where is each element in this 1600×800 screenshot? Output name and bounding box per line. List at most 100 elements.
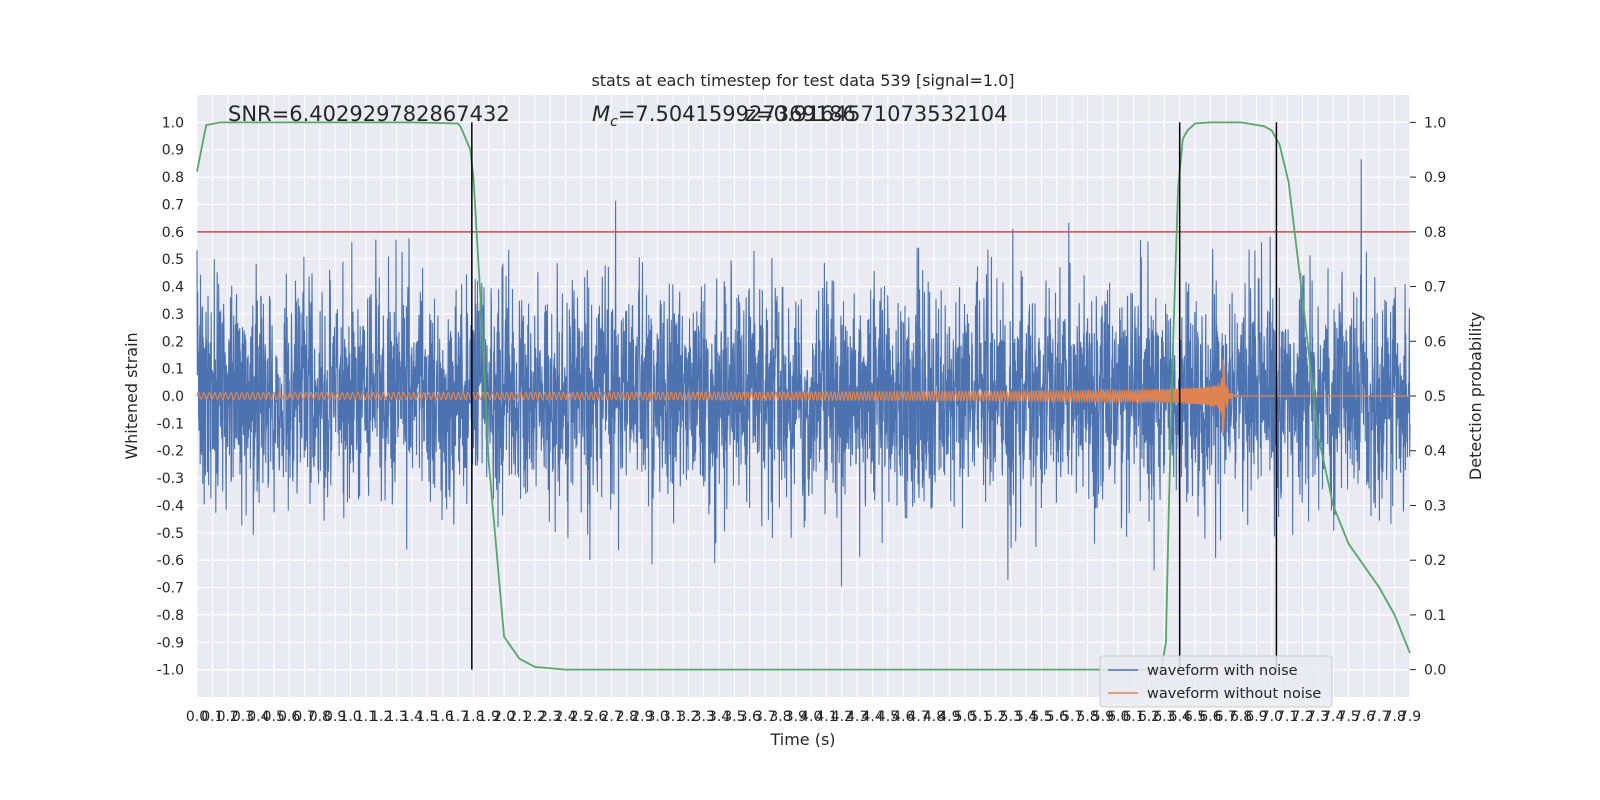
y-tick-label: -0.1 [157,416,184,432]
x-tick-label: 5.1 [969,709,991,725]
x-tick-label: 6.9 [1245,709,1267,725]
x-tick-label: 4.9 [938,709,960,725]
x-tick-label: 7.6 [1353,709,1375,725]
x-tick-label: 3.8 [769,709,791,725]
x-tick-label: 6.8 [1230,709,1252,725]
x-tick-label: 4.2 [831,709,853,725]
x-tick-label: 2.5 [570,709,592,725]
x-tick-label: 2.8 [616,709,638,725]
x-tick-label: 5.8 [1076,709,1098,725]
y2-tick-label: 0.7 [1424,280,1446,296]
x-tick-label: 5.6 [1046,709,1068,725]
x-tick-label: 6.4 [1169,709,1191,725]
y-tick-label: 0.1 [162,362,184,378]
x-tick-label: 0.3 [232,709,254,725]
chirp-mass-annotation: Mc=7.504159927369186 [592,102,856,130]
y-tick-label: 0.6 [162,225,184,241]
y-tick-label: -0.3 [157,471,184,487]
y2-tick-label: 0.5 [1424,389,1446,405]
x-tick-label: 0.9 [324,709,346,725]
x-tick-label: 4.4 [861,709,883,725]
y-axis-label: Whitened strain [122,332,141,459]
x-tick-label: 3.0 [647,709,669,725]
x-tick-label: 3.9 [785,709,807,725]
y-tick-label: 0.4 [162,280,184,296]
x-tick-label: 3.5 [723,709,745,725]
x-tick-label: 4.5 [877,709,899,725]
y2-tick-label: 0.2 [1424,553,1446,569]
x-tick-label: 7.3 [1307,709,1329,725]
x-tick-label: 6.3 [1153,709,1175,725]
tick-labels: 0.00.10.20.30.40.50.60.70.80.91.01.11.21… [157,115,1447,725]
x-tick-label: 2.4 [554,709,576,725]
x-tick-label: 7.4 [1322,709,1344,725]
x-tick-label: 1.4 [401,709,423,725]
x-tick-label: 1.3 [385,709,407,725]
x-tick-label: 1.0 [339,709,361,725]
y2-tick-label: 0.3 [1424,498,1446,514]
x-tick-label: 7.9 [1399,709,1421,725]
x-tick-label: 0.2 [217,709,239,725]
x-tick-label: 2.3 [539,709,561,725]
x-tick-label: 2.7 [600,709,622,725]
legend: waveform with noise waveform without noi… [1099,655,1333,708]
x-tick-label: 4.0 [800,709,822,725]
y2-tick-label: 0.9 [1424,170,1446,186]
y-tick-label: -0.8 [157,608,184,624]
chirp-mass-value: =7.504159927369186 [618,102,856,126]
y-tick-label: -0.4 [157,498,184,514]
y-tick-label: -0.6 [157,553,184,569]
x-tick-label: 5.9 [1092,709,1114,725]
y2-tick-label: 0.4 [1424,444,1446,460]
x-tick-label: 3.6 [739,709,761,725]
y-tick-label: -0.5 [157,526,184,542]
y-tick-label: 0.3 [162,307,184,323]
x-tick-label: 7.0 [1261,709,1283,725]
x-tick-label: 2.6 [585,709,607,725]
x-tick-label: 7.5 [1337,709,1359,725]
x-tick-label: 4.6 [892,709,914,725]
x-tick-label: 1.8 [462,709,484,725]
x-tick-label: 5.3 [1000,709,1022,725]
x-tick-label: 7.7 [1368,709,1390,725]
x-tick-label: 1.2 [370,709,392,725]
x-tick-label: 0.6 [278,709,300,725]
y-tick-label: -0.2 [157,444,184,460]
y2-tick-label: 0.0 [1424,663,1446,679]
x-tick-label: 5.4 [1015,709,1037,725]
y-tick-label: -0.7 [157,581,184,597]
x-tick-label: 3.2 [677,709,699,725]
chirp-mass-subscript: c [610,114,618,130]
x-tick-label: 0.5 [263,709,285,725]
x-tick-label: 5.7 [1061,709,1083,725]
series-waveform-with-noise [196,159,1411,587]
x-tick-label: 4.7 [908,709,930,725]
x-axis-label: Time (s) [769,730,835,749]
x-tick-label: 1.9 [478,709,500,725]
x-tick-label: 2.9 [631,709,653,725]
series-waveform-without-noise [196,359,1410,434]
x-tick-label: 4.3 [846,709,868,725]
y-tick-label: 0.2 [162,334,184,350]
x-tick-label: 7.1 [1276,709,1298,725]
x-tick-label: 3.1 [662,709,684,725]
redshift-annotation: z=0.9164571073532104 [745,102,1007,126]
x-tick-label: 5.5 [1030,709,1052,725]
annotations: SNR=6.402929782867432 Mc=7.5041599273691… [228,102,1007,130]
y2-tick-label: 0.8 [1424,225,1446,241]
x-tick-label: 6.7 [1215,709,1237,725]
x-tick-label: 1.6 [432,709,454,725]
x-tick-label: 0.1 [201,709,223,725]
chart-title: stats at each timestep for test data 539… [591,71,1014,90]
x-tick-label: 0.7 [293,709,315,725]
y-tick-label: -1.0 [157,663,184,679]
y-tick-label: -0.9 [157,635,184,651]
x-tick-label: 7.8 [1384,709,1406,725]
x-tick-label: 3.7 [754,709,776,725]
snr-annotation: SNR=6.402929782867432 [228,102,510,126]
x-tick-label: 5.0 [954,709,976,725]
x-tick-label: 2.1 [508,709,530,725]
x-tick-label: 1.7 [447,709,469,725]
y2-axis-label: Detection probability [1466,312,1485,480]
